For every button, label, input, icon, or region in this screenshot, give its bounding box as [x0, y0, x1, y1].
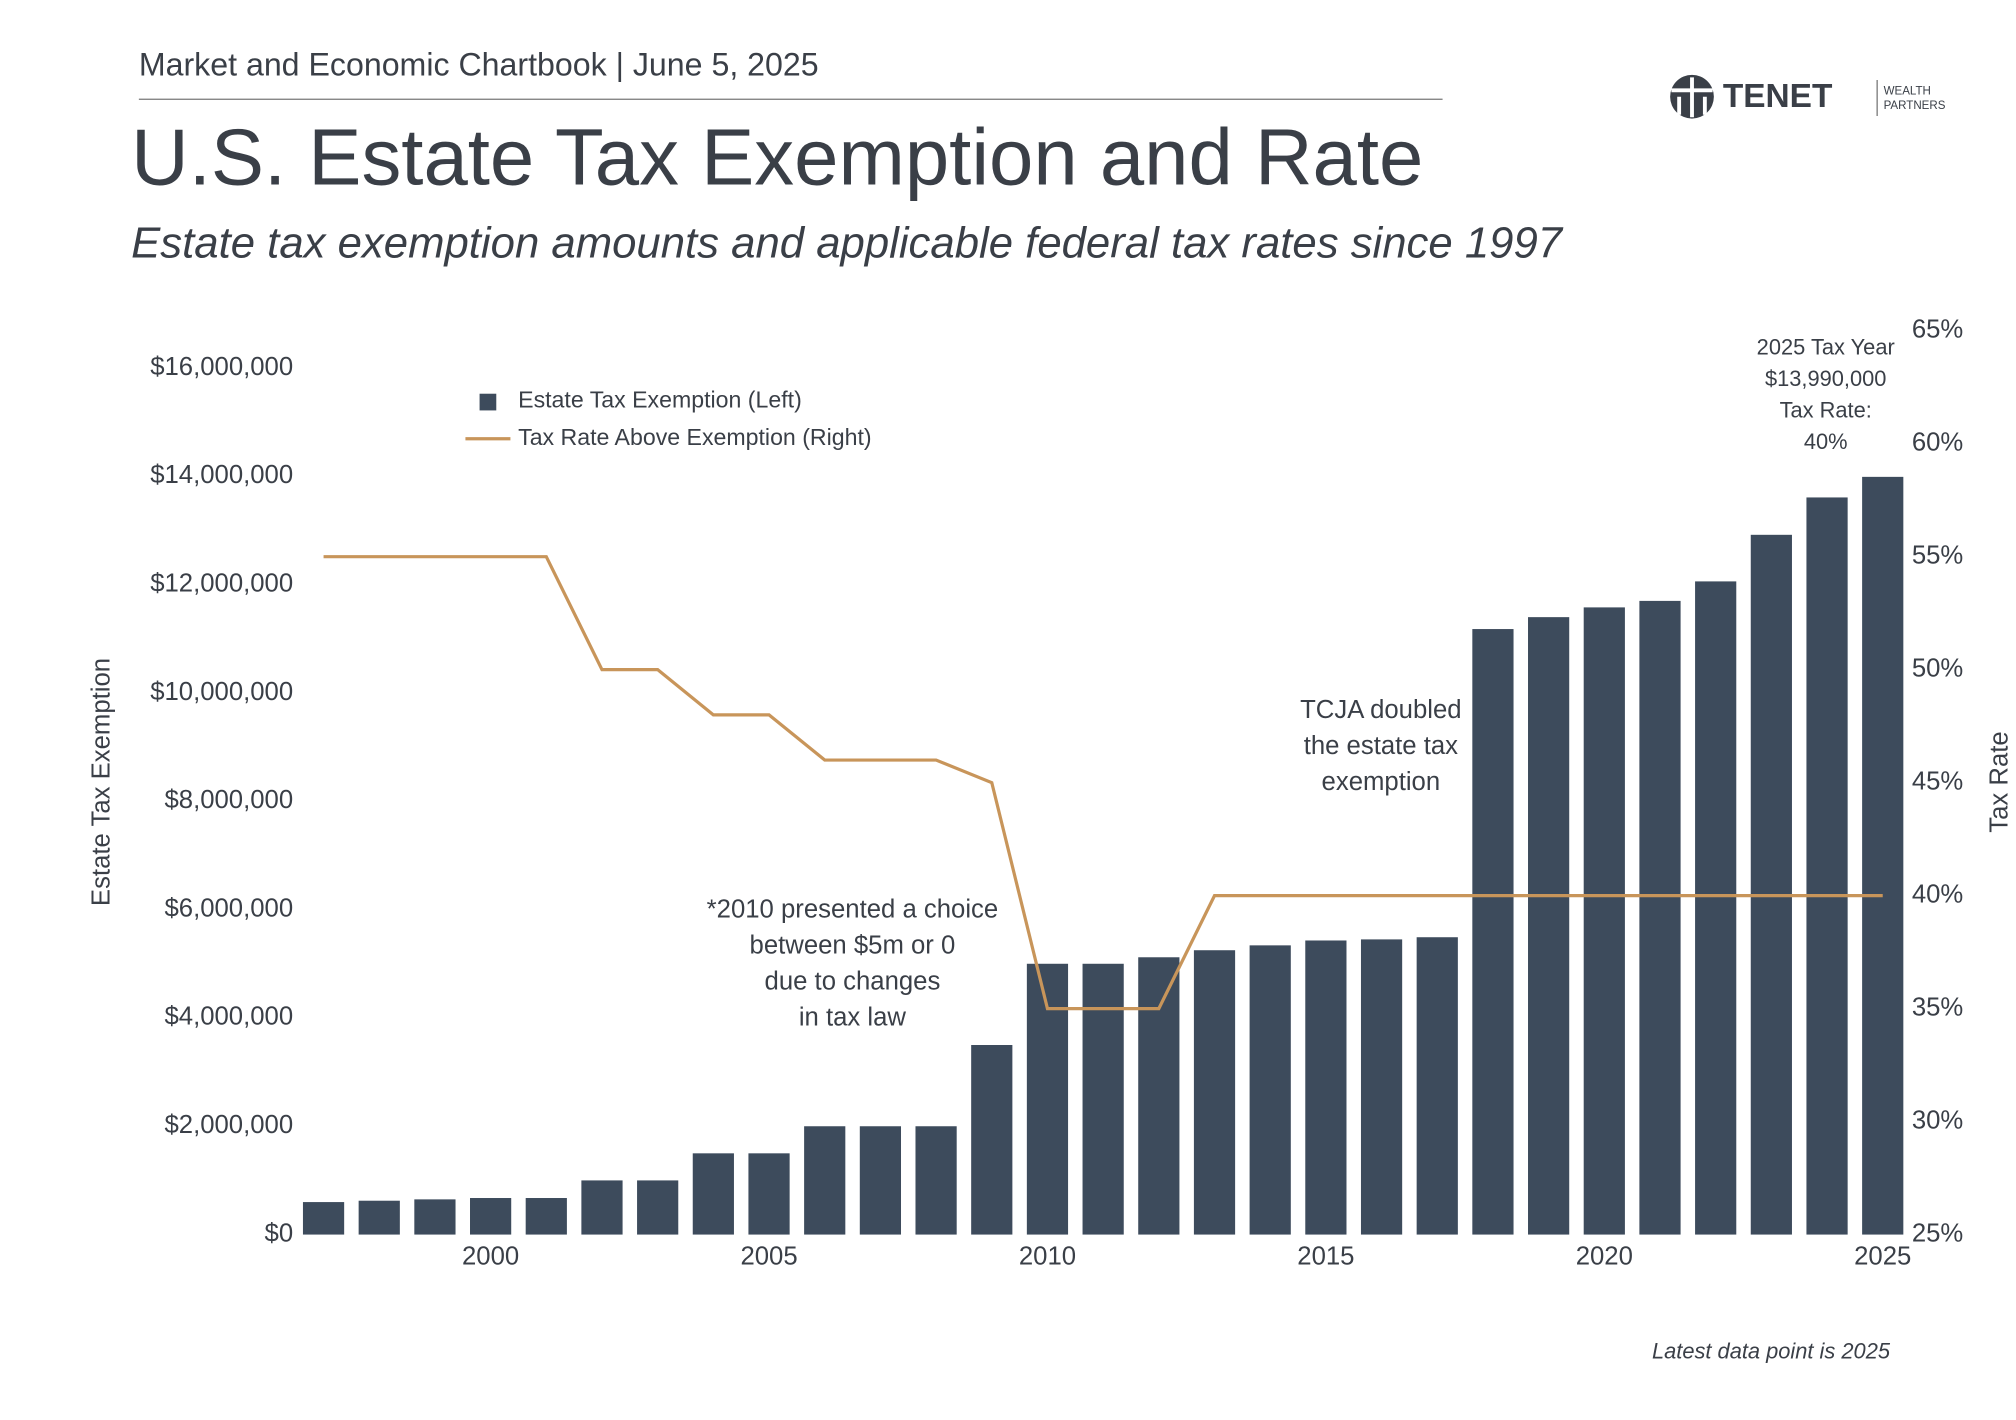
- y-tick-label: $16,000,000: [150, 353, 293, 381]
- bar: [1639, 600, 1681, 1235]
- bar: [1862, 476, 1904, 1235]
- x-tick-label: 2025: [1854, 1243, 1911, 1271]
- y-tick-label: $0: [265, 1219, 294, 1247]
- y2-tick-label: 35%: [1912, 993, 1963, 1021]
- bar: [1138, 957, 1180, 1235]
- bar: [581, 1180, 623, 1235]
- bar: [302, 1202, 345, 1235]
- annotation: Tax Rate:: [1780, 397, 1872, 422]
- bar: [470, 1198, 512, 1235]
- annotation: between $5m or 0: [750, 931, 956, 959]
- legend-swatch: [479, 393, 497, 411]
- bar: [1082, 963, 1124, 1235]
- x-tick-label: 2010: [1019, 1243, 1076, 1271]
- y2-tick-label: 25%: [1912, 1219, 1963, 1247]
- bar: [1528, 617, 1570, 1235]
- bar: [358, 1200, 400, 1235]
- y-axis-label: Estate Tax Exemption: [88, 658, 116, 906]
- bar: [1750, 534, 1792, 1235]
- x-tick-label: 2000: [462, 1243, 519, 1271]
- x-tick-label: 2015: [1297, 1243, 1354, 1271]
- logo-sub: WEALTH: [1884, 86, 1931, 98]
- header-source: Market and Economic Chartbook | June 5, …: [139, 47, 819, 83]
- x-tick-label: 2020: [1576, 1243, 1633, 1271]
- y2-tick-label: 45%: [1912, 767, 1963, 795]
- bar: [1305, 940, 1347, 1235]
- annotation: the estate tax: [1304, 732, 1458, 760]
- y-tick-label: $2,000,000: [164, 1111, 293, 1139]
- logo-text: TENET: [1723, 78, 1833, 115]
- chart-title: U.S. Estate Tax Exemption and Rate: [131, 113, 1423, 202]
- y2-tick-label: 55%: [1912, 541, 1963, 569]
- y2-tick-label: 65%: [1912, 316, 1963, 344]
- annotation: exemption: [1322, 768, 1441, 796]
- footnote: Latest data point is 2025: [1652, 1339, 1891, 1364]
- bar: [748, 1153, 790, 1235]
- y-tick-label: $12,000,000: [150, 569, 293, 597]
- bar: [971, 1045, 1013, 1235]
- y-tick-label: $6,000,000: [164, 894, 293, 922]
- bar: [1193, 950, 1236, 1235]
- bar: [1360, 939, 1403, 1235]
- annotation: in tax law: [799, 1003, 907, 1031]
- bar: [915, 1126, 957, 1235]
- bar: [1472, 629, 1514, 1235]
- annotation: 40%: [1804, 429, 1848, 454]
- bar: [1249, 945, 1291, 1235]
- bar: [637, 1180, 679, 1235]
- bar: [804, 1126, 846, 1235]
- annotation: TCJA doubled: [1300, 696, 1461, 724]
- bar: [1583, 607, 1625, 1235]
- bar: [1695, 581, 1737, 1235]
- y2-axis-label: Tax Rate: [1985, 731, 2013, 832]
- y2-tick-label: 60%: [1912, 428, 1963, 456]
- logo-mark-detail: [1671, 77, 1713, 118]
- bar: [525, 1198, 567, 1235]
- bar: [1416, 937, 1458, 1235]
- bar: [692, 1153, 734, 1235]
- bar: [1806, 497, 1848, 1235]
- bar: [859, 1126, 902, 1235]
- annotation: $13,990,000: [1765, 366, 1886, 391]
- legend-label: Estate Tax Exemption (Left): [518, 387, 802, 413]
- logo-sub: PARTNERS: [1884, 100, 1946, 112]
- y2-tick-label: 30%: [1912, 1106, 1963, 1134]
- y-tick-label: $10,000,000: [150, 678, 293, 706]
- annotation: due to changes: [765, 967, 941, 995]
- legend-label: Tax Rate Above Exemption (Right): [518, 424, 871, 450]
- annotation: 2025 Tax Year: [1757, 334, 1895, 359]
- y2-tick-label: 50%: [1912, 654, 1963, 682]
- y-tick-label: $14,000,000: [150, 461, 293, 489]
- x-tick-label: 2005: [740, 1243, 797, 1271]
- y-tick-label: $4,000,000: [164, 1003, 293, 1031]
- y-tick-label: $8,000,000: [164, 786, 293, 814]
- y2-tick-label: 40%: [1912, 880, 1963, 908]
- annotation: *2010 presented a choice: [707, 895, 999, 923]
- logo: TENET WEALTH PARTNERS: [1670, 74, 1946, 119]
- bar: [414, 1199, 456, 1235]
- chart-subtitle: Estate tax exemption amounts and applica…: [131, 218, 1564, 267]
- rate-line: [323, 555, 1883, 1011]
